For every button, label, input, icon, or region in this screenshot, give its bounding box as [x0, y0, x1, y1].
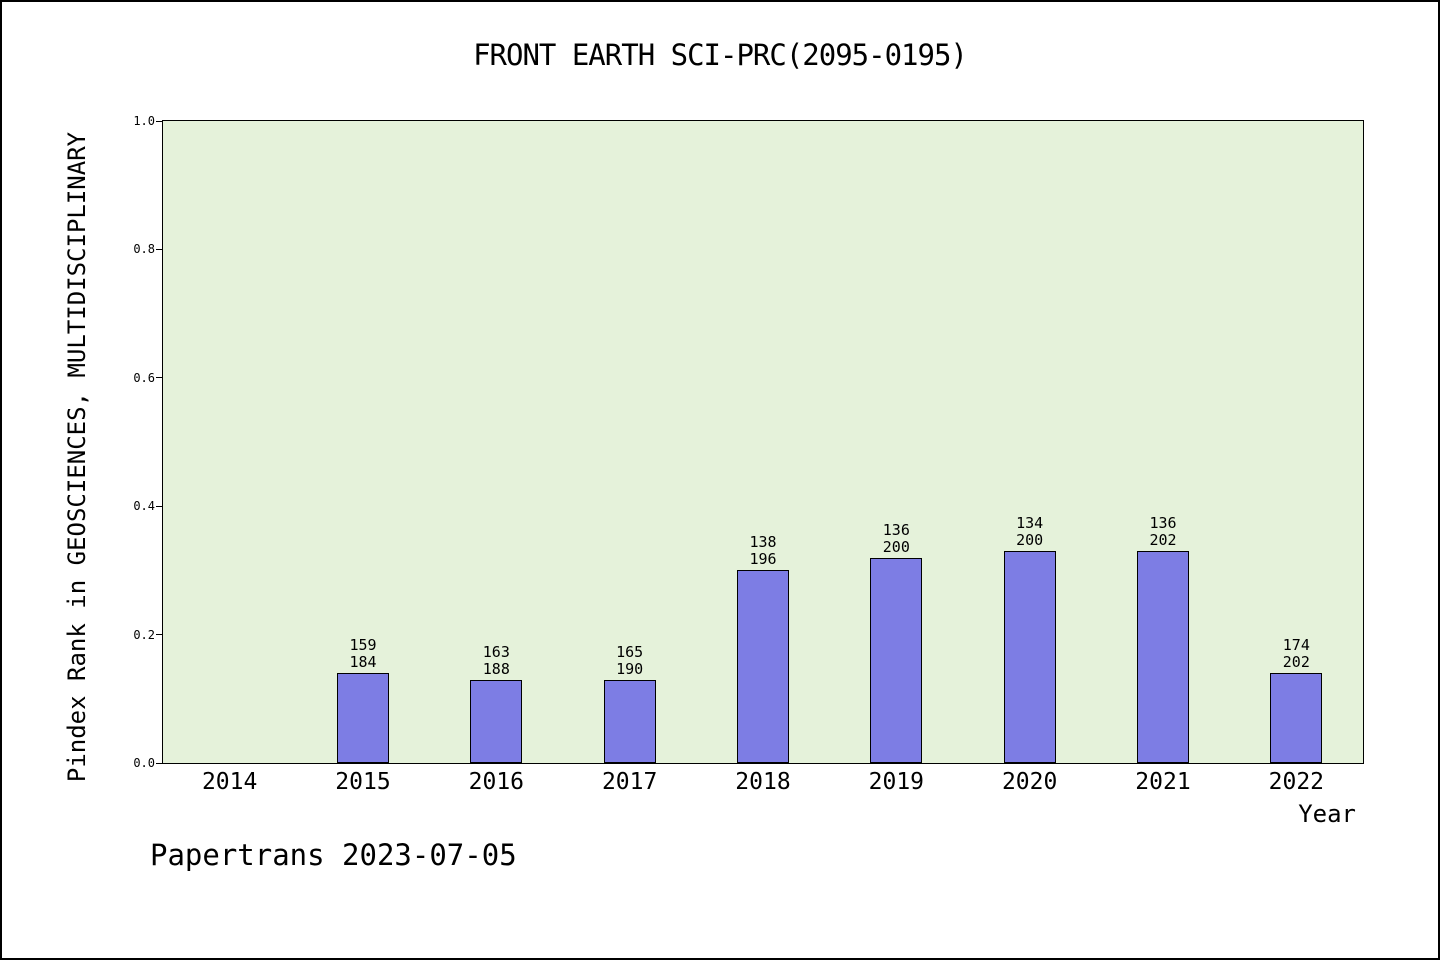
bar-value-label: 165 190: [616, 642, 644, 678]
bar: [470, 679, 523, 763]
y-tick-label: 0.8: [133, 242, 155, 257]
x-tick-label: 2020: [1001, 769, 1058, 795]
y-tick-label: 0.4: [133, 499, 155, 514]
x-tick-label: 2019: [868, 769, 925, 795]
x-tick-label: 2014: [201, 769, 258, 795]
y-tick-label: 0.0: [133, 756, 155, 770]
x-tick-label: 2015: [335, 769, 391, 795]
y-tick-label: 1.0: [133, 114, 155, 128]
y-tick-mark: [156, 120, 163, 122]
bar: [603, 679, 656, 763]
bar: [1137, 551, 1189, 763]
watermark-text: Papertrans 2023-07-05: [150, 838, 517, 872]
bar: [737, 570, 789, 763]
y-tick-mark: [156, 505, 163, 507]
plot-area: 0.0 0.2 0.4 0.6 0.8 1.0 2014 2015 2016 2017 2018 20…: [133, 114, 1364, 795]
y-axis-label: Pindex Rank in GEOSCIENCES, MULTIDISCIPL…: [63, 131, 91, 783]
bar: [337, 673, 389, 763]
bar-value-label: 163 188: [482, 642, 510, 678]
y-tick-mark: [156, 248, 163, 250]
bar: [1003, 551, 1056, 763]
y-tick-mark: [156, 377, 163, 379]
bar-value-label: 134 200: [1016, 514, 1044, 550]
bar-value-label: 159 184: [349, 636, 377, 672]
bar-value-label: 174 202: [1282, 636, 1310, 672]
x-tick-label: 2021: [1135, 769, 1191, 795]
x-tick-label: 2022: [1268, 769, 1325, 795]
x-tick-label: 2016: [468, 769, 525, 795]
chart-title: FRONT EARTH SCI-PRC(2095-0195): [473, 38, 968, 72]
y-tick-label: 0.6: [133, 370, 155, 385]
y-tick-mark: [156, 634, 163, 636]
bar-value-label: 136 202: [1149, 514, 1177, 550]
x-tick-label: 2017: [601, 769, 658, 795]
y-tick-label: 0.2: [133, 627, 155, 642]
x-axis-label: Year: [1298, 800, 1356, 828]
x-tick-label: 2018: [735, 769, 791, 795]
bar-value-label: 138 196: [749, 533, 777, 569]
bar: [870, 557, 923, 763]
y-tick-mark: [156, 762, 163, 764]
bar: [1270, 673, 1323, 763]
bar-value-label: 136 200: [882, 520, 910, 556]
